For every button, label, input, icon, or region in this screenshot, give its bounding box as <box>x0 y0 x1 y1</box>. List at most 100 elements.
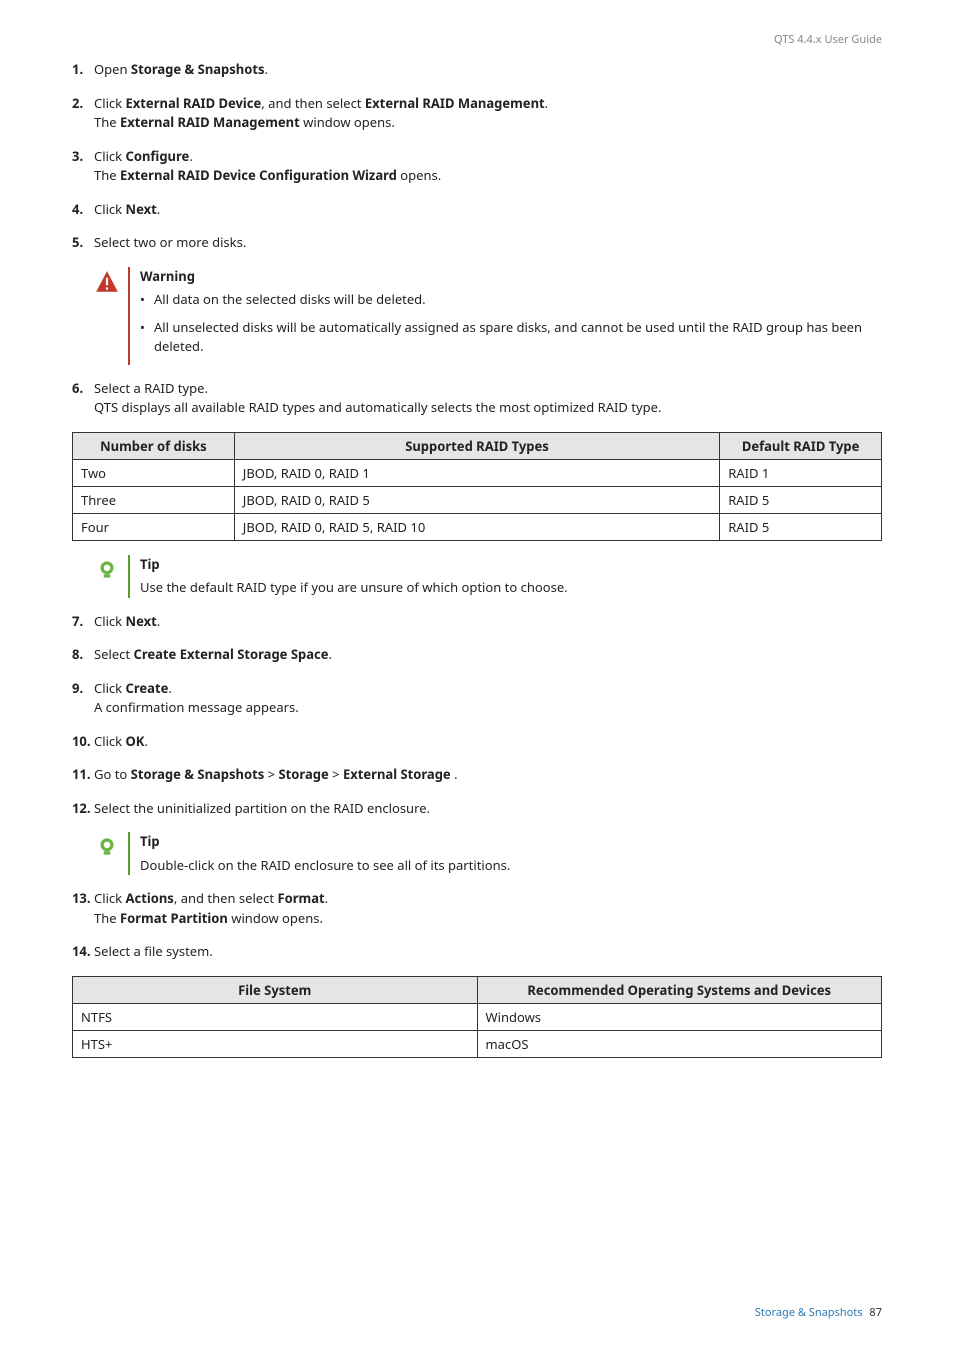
table-cell: Four <box>73 513 235 540</box>
step-text: , and then select <box>174 889 278 907</box>
steps-list-part-b: Click Next. Select Create External Stora… <box>72 612 882 819</box>
step-text: . <box>451 765 458 783</box>
header-guide-title: QTS 4.4.x User Guide <box>774 32 882 47</box>
table-cell: RAID 5 <box>720 513 882 540</box>
table-cell: Windows <box>477 1003 882 1030</box>
step-text: Click <box>94 732 126 750</box>
table-header: Number of disks <box>73 432 235 459</box>
step-5: Select two or more disks. <box>72 233 882 253</box>
table-cell: HTS+ <box>73 1030 478 1057</box>
step-text: Open <box>94 60 131 78</box>
step-sub: QTS displays all available RAID types an… <box>94 398 661 416</box>
step-12: Select the uninitialized partition on th… <box>72 799 882 819</box>
step-4: Click Next. <box>72 200 882 220</box>
step-9: Click Create. A confirmation message app… <box>72 679 882 718</box>
step-text: Select a file system. <box>94 942 213 960</box>
table-cell: RAID 1 <box>720 459 882 486</box>
step-text: Go to <box>94 765 131 783</box>
step-text: . <box>328 645 331 663</box>
step-text: . <box>325 889 328 907</box>
table-cell: JBOD, RAID 0, RAID 5, RAID 10 <box>234 513 719 540</box>
table-cell: JBOD, RAID 0, RAID 5 <box>234 486 719 513</box>
step-text: Click <box>94 147 126 165</box>
step-text: Click <box>94 200 126 218</box>
step-text: Click <box>94 94 126 112</box>
warning-body: Warning All data on the selected disks w… <box>128 267 882 365</box>
table-row: Four JBOD, RAID 0, RAID 5, RAID 10 RAID … <box>73 513 882 540</box>
table-header: Default RAID Type <box>720 432 882 459</box>
steps-list-step6: Select a RAID type. QTS displays all ava… <box>72 379 882 418</box>
table-header: Recommended Operating Systems and Device… <box>477 976 882 1003</box>
table-cell: NTFS <box>73 1003 478 1030</box>
lightbulb-icon <box>94 834 120 860</box>
step-text: . <box>157 612 160 630</box>
table-cell: RAID 5 <box>720 486 882 513</box>
table-header: File System <box>73 976 478 1003</box>
step-text: . <box>189 147 192 165</box>
step-text: > <box>329 765 343 783</box>
step-14: Select a file system. <box>72 942 882 962</box>
step-text: Select two or more disks. <box>94 233 246 251</box>
warning-item: All unselected disks will be automatical… <box>140 318 882 357</box>
tip-text: Use the default RAID type if you are uns… <box>140 578 568 598</box>
step-text: . <box>168 679 171 697</box>
step-sub: The <box>94 909 120 927</box>
raid-types-table: Number of disks Supported RAID Types Def… <box>72 432 882 541</box>
step-text: . <box>157 200 160 218</box>
footer-page-number: 87 <box>869 1305 882 1320</box>
warning-admonition: Warning All data on the selected disks w… <box>94 267 882 365</box>
tip-body: Tip Use the default RAID type if you are… <box>128 555 568 598</box>
table-cell: macOS <box>477 1030 882 1057</box>
table-cell: Two <box>73 459 235 486</box>
footer-section: Storage & Snapshots <box>755 1305 863 1320</box>
step-sub-bold: Format Partition <box>120 909 228 927</box>
table-cell: JBOD, RAID 0, RAID 1 <box>234 459 719 486</box>
step-1: Open Storage & Snapshots. <box>72 60 882 80</box>
tip-text: Double-click on the RAID enclosure to se… <box>140 856 510 876</box>
step-bold: Storage & Snapshots <box>131 765 265 783</box>
step-text: Click <box>94 679 126 697</box>
step-text: Click <box>94 889 126 907</box>
table-header-row: File System Recommended Operating System… <box>73 976 882 1003</box>
step-11: Go to Storage & Snapshots > Storage > Ex… <box>72 765 882 785</box>
page-footer: Storage & Snapshots 87 <box>755 1305 882 1320</box>
step-3: Click Configure. The External RAID Devic… <box>72 147 882 186</box>
step-2: Click External RAID Device, and then sel… <box>72 94 882 133</box>
warning-item: All data on the selected disks will be d… <box>140 290 882 310</box>
tip-title: Tip <box>140 555 568 575</box>
step-bold: OK <box>126 732 145 750</box>
lightbulb-icon <box>94 557 120 583</box>
step-bold: External Storage <box>343 765 451 783</box>
step-bold: Create External Storage Space <box>133 645 328 663</box>
step-bold: External RAID Management <box>365 94 545 112</box>
tip-body: Tip Double-click on the RAID enclosure t… <box>128 832 510 875</box>
table-row: Three JBOD, RAID 0, RAID 5 RAID 5 <box>73 486 882 513</box>
step-text: > <box>264 765 278 783</box>
file-system-table: File System Recommended Operating System… <box>72 976 882 1058</box>
step-bold: Storage & Snapshots <box>131 60 265 78</box>
step-7: Click Next. <box>72 612 882 632</box>
warning-list: All data on the selected disks will be d… <box>140 290 882 357</box>
step-bold: Next <box>126 612 157 630</box>
step-sub: A confirmation message appears. <box>94 698 299 716</box>
step-bold: Format <box>277 889 324 907</box>
tip-title: Tip <box>140 832 510 852</box>
step-text: , and then select <box>261 94 365 112</box>
step-sub-bold: External RAID Management <box>120 113 300 131</box>
step-6: Select a RAID type. QTS displays all ava… <box>72 379 882 418</box>
step-bold: External RAID Device <box>126 94 262 112</box>
step-bold: Configure <box>126 147 190 165</box>
table-header: Supported RAID Types <box>234 432 719 459</box>
tip-admonition-1: Tip Use the default RAID type if you are… <box>94 555 882 598</box>
table-row: HTS+ macOS <box>73 1030 882 1057</box>
step-bold: Next <box>126 200 157 218</box>
step-sub: The <box>94 113 120 131</box>
table-row: Two JBOD, RAID 0, RAID 1 RAID 1 <box>73 459 882 486</box>
step-text: Click <box>94 612 126 630</box>
table-row: NTFS Windows <box>73 1003 882 1030</box>
table-cell: Three <box>73 486 235 513</box>
step-bold: Create <box>126 679 169 697</box>
tip-admonition-2: Tip Double-click on the RAID enclosure t… <box>94 832 882 875</box>
step-sub: window opens. <box>300 113 395 131</box>
step-text: . <box>144 732 147 750</box>
